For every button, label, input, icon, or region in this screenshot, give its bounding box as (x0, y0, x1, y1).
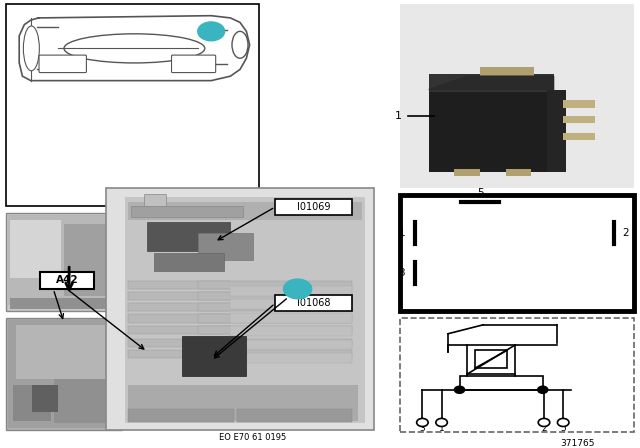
Circle shape (417, 418, 428, 426)
Bar (230, 340, 352, 349)
Bar (563, 116, 595, 123)
Bar (563, 100, 595, 108)
Text: 2: 2 (623, 228, 629, 238)
Bar (230, 353, 352, 363)
Bar (198, 303, 352, 311)
Bar (147, 222, 230, 251)
Bar (275, 295, 352, 311)
Polygon shape (429, 76, 554, 90)
Bar (131, 206, 243, 217)
Bar (230, 299, 352, 309)
Text: 371765: 371765 (561, 439, 595, 448)
Bar (230, 286, 352, 296)
Bar (563, 133, 595, 140)
FancyBboxPatch shape (39, 55, 86, 73)
Bar (128, 409, 234, 422)
Text: 1: 1 (294, 284, 301, 294)
Circle shape (284, 279, 312, 299)
Bar (480, 67, 534, 76)
Bar (198, 314, 352, 323)
Text: 5: 5 (477, 188, 483, 198)
Bar (198, 292, 352, 300)
Bar (16, 325, 112, 379)
Bar (275, 199, 352, 215)
Text: EO E70 61 0195: EO E70 61 0195 (219, 433, 287, 442)
Text: 1: 1 (439, 424, 444, 433)
Bar (230, 313, 352, 323)
Bar (125, 197, 365, 423)
Bar (198, 350, 352, 358)
Bar (40, 272, 94, 289)
Bar (154, 253, 224, 271)
Bar (128, 326, 230, 334)
Bar (128, 281, 230, 289)
Bar (10, 298, 118, 309)
Bar (128, 303, 230, 311)
Bar (182, 336, 246, 376)
Text: 3: 3 (420, 424, 425, 433)
Text: 5: 5 (561, 424, 566, 433)
Bar (454, 169, 480, 176)
Bar (547, 90, 566, 172)
Circle shape (198, 22, 225, 41)
Bar (400, 318, 634, 432)
Bar (128, 314, 230, 323)
Text: A42: A42 (56, 276, 78, 285)
Text: 2: 2 (541, 424, 547, 433)
Bar (230, 326, 352, 336)
Bar (467, 345, 515, 374)
Bar (128, 292, 230, 300)
Circle shape (538, 386, 548, 393)
Bar (400, 4, 634, 188)
Circle shape (454, 386, 465, 393)
Bar (198, 326, 352, 334)
Text: 3: 3 (399, 268, 405, 278)
Text: I01068: I01068 (297, 298, 330, 308)
Bar (32, 385, 58, 412)
Bar (54, 379, 112, 423)
Bar (128, 385, 358, 421)
Bar (460, 376, 543, 390)
Bar (475, 350, 507, 368)
Bar (186, 338, 243, 374)
Bar (198, 281, 352, 289)
Bar (106, 188, 374, 430)
Bar (8, 215, 119, 305)
Text: 1: 1 (208, 26, 214, 36)
Bar (198, 233, 253, 260)
Text: I01069: I01069 (297, 202, 330, 212)
Bar (429, 74, 554, 92)
Ellipse shape (232, 31, 248, 58)
Bar (6, 4, 259, 206)
Bar (506, 169, 531, 176)
Circle shape (436, 418, 447, 426)
Ellipse shape (23, 26, 40, 71)
Bar (128, 339, 230, 347)
Bar (198, 339, 352, 347)
Bar (128, 350, 230, 358)
Bar (64, 224, 115, 296)
Bar (6, 318, 122, 430)
Bar (400, 195, 634, 311)
FancyBboxPatch shape (172, 55, 216, 73)
Circle shape (557, 418, 569, 426)
Bar (237, 409, 352, 422)
Text: 1: 1 (395, 112, 402, 121)
Bar (10, 220, 61, 278)
Circle shape (538, 418, 550, 426)
Bar (128, 202, 362, 220)
Ellipse shape (64, 34, 205, 63)
Bar (144, 194, 166, 206)
Bar (429, 90, 554, 172)
Bar (8, 319, 120, 428)
Text: 1: 1 (399, 228, 405, 238)
Bar (13, 385, 51, 421)
Bar (6, 213, 122, 311)
